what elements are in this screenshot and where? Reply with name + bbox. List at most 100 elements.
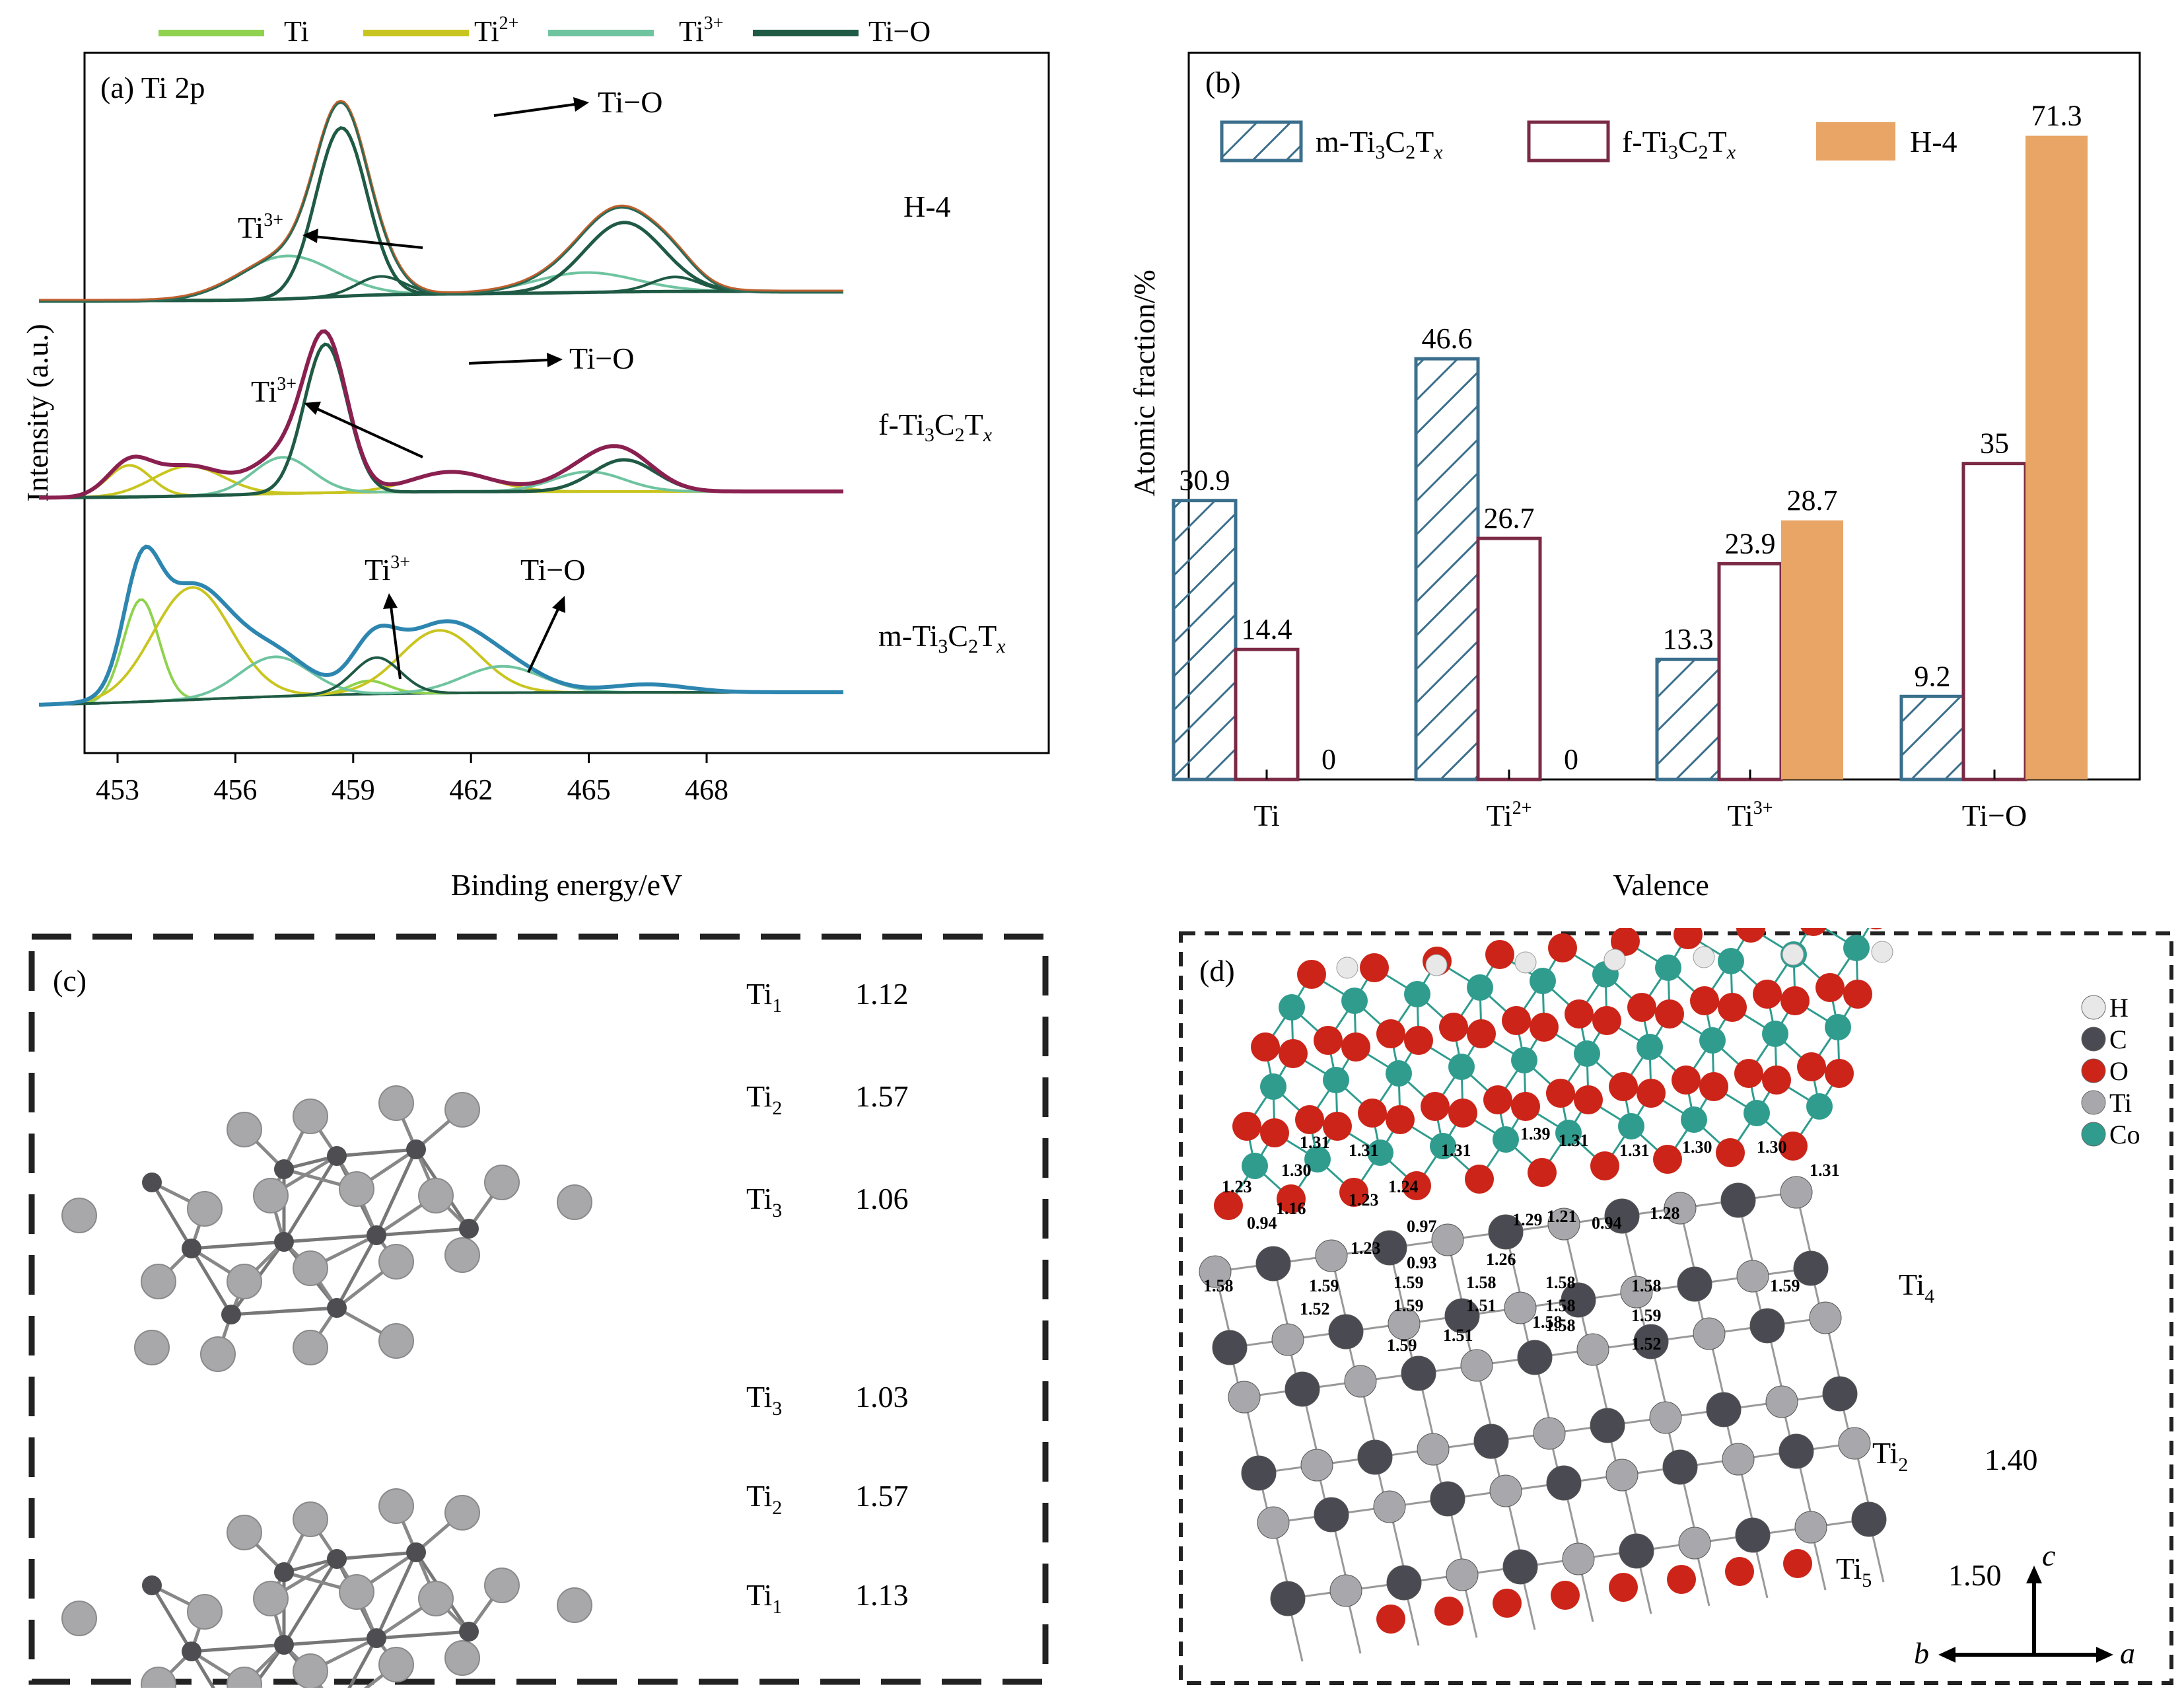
xtick-label: 462 [449,774,493,806]
charge-label-coo: 1.16 [1276,1199,1306,1218]
o-atom [1609,1072,1638,1101]
h-atom [1514,951,1537,974]
c-atom [1735,1517,1771,1553]
o-atom [1672,1065,1701,1095]
ti-atom [484,1165,520,1200]
charge-row-value: 1.57 [855,1479,909,1513]
bar-fti3c2tx-3 [1961,462,2027,781]
ti-atom [418,1581,454,1616]
o-atom [1232,1112,1261,1141]
ti-atom [378,1085,414,1121]
legend-label-tio: Ti−O [868,15,931,48]
ti-atom [1547,1208,1580,1241]
legend-item-ti: Ti [159,15,309,48]
bar-value-label: 26.7 [1484,502,1535,534]
o-atom [1551,1581,1580,1610]
bond [190,1650,221,1697]
panel-b: (b) Atomic fraction/% Valence m-Ti3C2Tx … [1096,46,2184,905]
curve-m-envelope [39,544,843,707]
c-atom [182,1642,201,1661]
ti-atom [1780,1176,1813,1209]
h-atom [1693,946,1715,968]
o-atom [1783,1549,1812,1578]
o-atom [1762,1065,1791,1095]
charge-label-ti: 1.59 [1631,1306,1662,1325]
charge-label-ti: 1.59 [1387,1336,1417,1355]
legend-atom-c [2081,1027,2106,1052]
c-atom [1779,1433,1814,1469]
o-atom [1402,1171,1431,1200]
ti-atom [1344,1365,1377,1398]
ti-atom [1504,1291,1537,1324]
c-atom [1270,1581,1306,1616]
c-atom [1314,1497,1349,1533]
c-atom [1662,1449,1698,1485]
co-atom [1806,1093,1833,1120]
bond [336,1147,417,1158]
o-atom [1404,1026,1433,1055]
c-atom [142,1575,162,1595]
o-atom [1297,960,1326,989]
o-atom [1655,999,1684,1029]
legend-atom-label: O [2109,1056,2129,1086]
bond [282,1155,339,1243]
ti-atom [1794,1511,1827,1544]
panel-b-xticks: Ti Ti2+ Ti3+ Ti−O [1253,770,2027,832]
co-atom [1260,1073,1286,1100]
ti-atom [1228,1381,1261,1414]
c-atom [274,1159,294,1179]
ti-atom [378,1488,414,1524]
ti-atom [1533,1417,1566,1450]
ti-atom [1388,1307,1421,1340]
arrow-f-tio [468,359,549,365]
arrowhead-f-tio [547,353,563,367]
bond [374,1551,418,1640]
charge-label-ti: 1.52 [1631,1334,1662,1354]
co-atom [1279,994,1305,1021]
charge-label-coo: 1.31 [1619,1141,1650,1160]
axis-c-label: c [2042,1538,2055,1572]
bar-mti3c2tx-2 [1655,657,1721,781]
charge-label-coo: 1.23 [1222,1177,1252,1196]
c-atom [1430,1481,1465,1517]
c-atom [1546,1465,1582,1501]
xtick-label: 459 [332,774,375,806]
ti-atom [253,1581,289,1616]
charge-row-label: Ti3 [746,1380,782,1420]
c-atom [274,1232,294,1252]
o-atom [1673,920,1703,949]
legend-atom-h [2081,995,2106,1020]
o-atom [1493,1589,1522,1618]
panel-a-xticks: 453 456 459 462 465 468 [96,753,728,806]
ti-atom [1460,1349,1493,1382]
charge-label-coo: 1.23 [1351,1239,1381,1258]
annot-m-ti3: Ti3+ [365,552,410,587]
charge-label-coo: 0.94 [1592,1213,1622,1233]
ti-atom [1315,1239,1348,1272]
annot-f-ti3: Ti3+ [251,374,297,408]
bar-value-label: 23.9 [1725,527,1776,560]
c-atom [1749,1308,1785,1344]
charge-label-coo: 0.93 [1407,1253,1437,1272]
arrow-m-ti3 [390,606,402,680]
plot-frame-a [83,52,1050,754]
o-atom [1360,953,1389,982]
o-atom [1277,1184,1306,1213]
charge-label-coo: 1.31 [1349,1141,1379,1160]
bar-h4-3 [2025,135,2088,780]
ti-atom [1417,1433,1450,1466]
ti-atom [1736,1260,1769,1293]
c-atom [367,1628,386,1648]
o-atom [1502,1006,1531,1035]
legend-atom-ti [2081,1090,2106,1115]
charge-label-ti: 1.58 [1466,1273,1497,1292]
ti-atom [1489,1474,1522,1507]
ti-atom [444,1640,480,1676]
charge-label-ti: 1.51 [1466,1296,1497,1315]
ti-atom [1765,1385,1798,1418]
o-atom [1465,1165,1494,1194]
bond [283,1636,377,1647]
c-atom [1793,1250,1829,1286]
co-atom [1530,968,1556,994]
arrowhead-h4-ti3 [302,229,318,243]
